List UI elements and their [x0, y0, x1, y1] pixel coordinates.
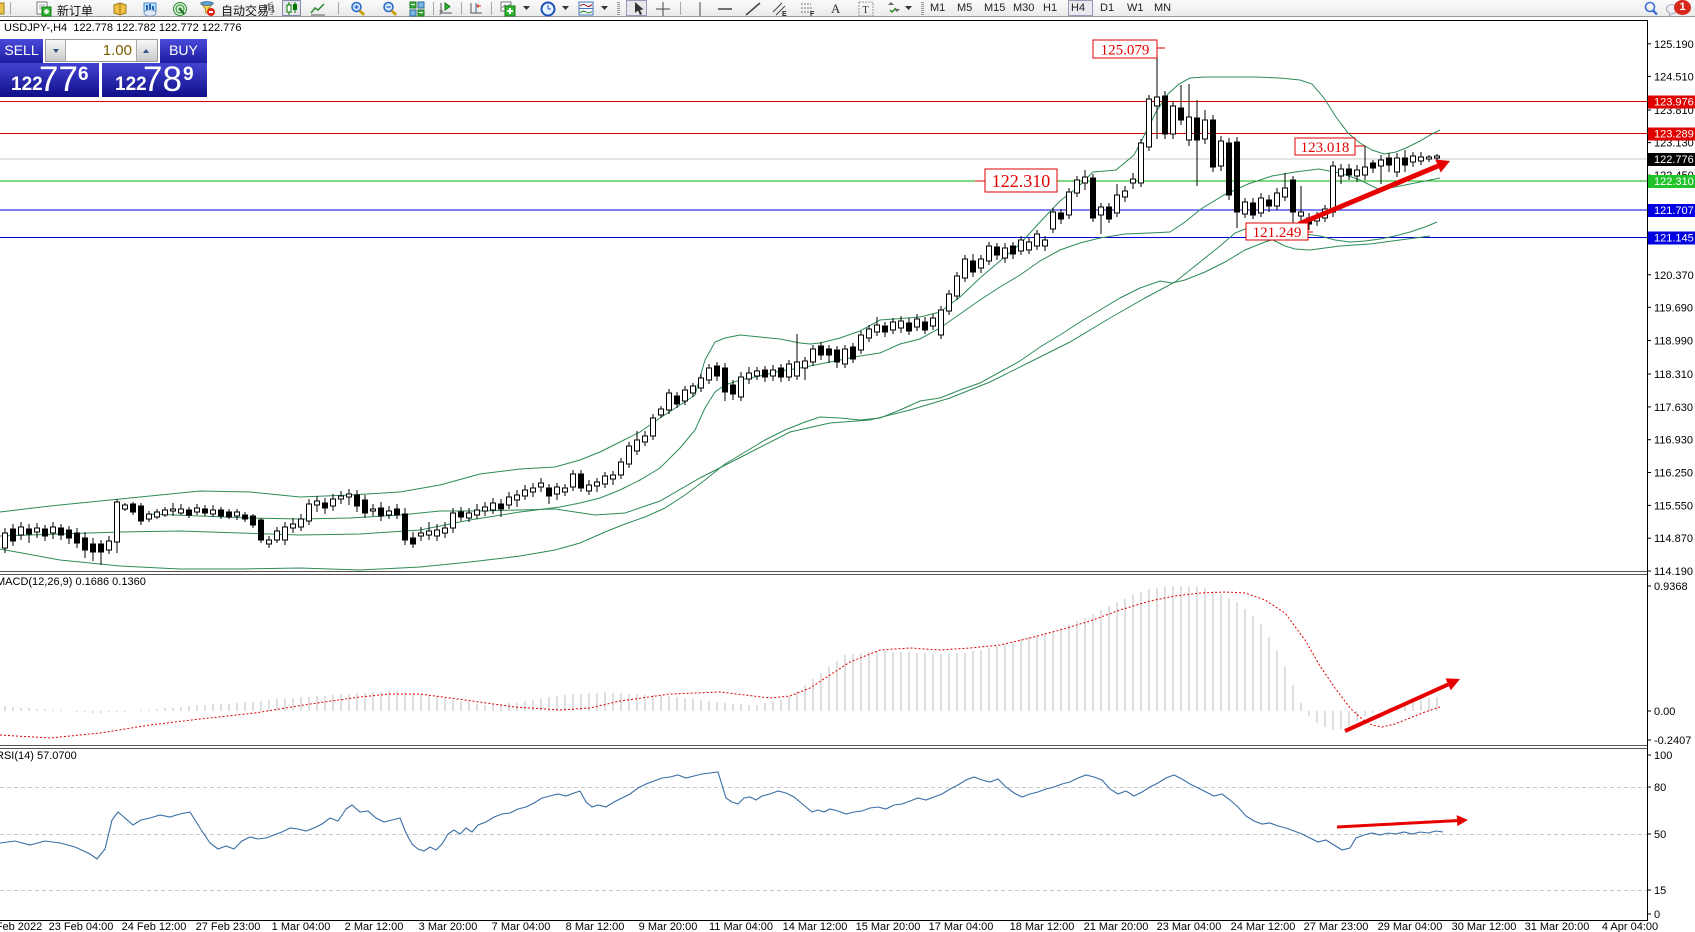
- svg-text:F: F: [810, 11, 815, 17]
- svg-text:123.018: 123.018: [1301, 140, 1350, 156]
- svg-text:7 Mar 04:00: 7 Mar 04:00: [492, 921, 551, 932]
- svg-text:115.550: 115.550: [1654, 500, 1693, 512]
- svg-text:114.190: 114.190: [1654, 566, 1693, 578]
- svg-text:29 Mar 04:00: 29 Mar 04:00: [1378, 921, 1443, 932]
- svg-text:125.190: 125.190: [1654, 39, 1694, 51]
- svg-text:15: 15: [1654, 885, 1666, 897]
- svg-text:119.690: 119.690: [1654, 302, 1693, 314]
- svg-text:123.289: 123.289: [1654, 129, 1694, 141]
- svg-text:122.310: 122.310: [992, 171, 1051, 191]
- svg-text:21 Mar 20:00: 21 Mar 20:00: [1084, 921, 1149, 932]
- svg-text:0: 0: [1654, 909, 1660, 921]
- svg-text:27 Feb 23:00: 27 Feb 23:00: [196, 921, 261, 932]
- svg-text:USDJPY-,H4 122.778 122.782 12: USDJPY-,H4 122.778 122.782 122.772 122.7…: [4, 22, 242, 34]
- svg-text:0.00: 0.00: [1654, 706, 1675, 718]
- svg-text:MACD(12,26,9) 0.1686 0.1360: MACD(12,26,9) 0.1686 0.1360: [0, 576, 146, 588]
- svg-text:RSI(14) 57.0700: RSI(14) 57.0700: [0, 750, 77, 762]
- svg-text:23 Feb 04:00: 23 Feb 04:00: [49, 921, 114, 932]
- svg-text:123.976: 123.976: [1654, 97, 1694, 109]
- svg-text:24 Mar 12:00: 24 Mar 12:00: [1231, 921, 1296, 932]
- svg-text:9 Mar 20:00: 9 Mar 20:00: [639, 921, 698, 932]
- svg-text:50: 50: [1654, 829, 1666, 841]
- svg-text:E: E: [782, 11, 787, 17]
- svg-text:0.9368: 0.9368: [1654, 581, 1688, 593]
- svg-text:3 Mar 20:00: 3 Mar 20:00: [419, 921, 478, 932]
- svg-text:122.776: 122.776: [1654, 154, 1694, 166]
- svg-text:24 Feb 12:00: 24 Feb 12:00: [122, 921, 187, 932]
- svg-text:23 Mar 04:00: 23 Mar 04:00: [1157, 921, 1222, 932]
- svg-text:15 Mar 20:00: 15 Mar 20:00: [856, 921, 921, 932]
- svg-text:116.250: 116.250: [1654, 468, 1693, 480]
- svg-text:121.249: 121.249: [1253, 225, 1302, 241]
- svg-text:4 Apr 04:00: 4 Apr 04:00: [1602, 921, 1658, 932]
- svg-text:30 Mar 12:00: 30 Mar 12:00: [1452, 921, 1517, 932]
- svg-text:116.930: 116.930: [1654, 435, 1693, 447]
- svg-text:Feb 2022: Feb 2022: [0, 921, 42, 932]
- svg-text:123.130: 123.130: [1654, 138, 1694, 150]
- svg-text:121.707: 121.707: [1654, 205, 1694, 217]
- svg-text:122.310: 122.310: [1654, 176, 1694, 188]
- svg-text:100: 100: [1654, 750, 1672, 762]
- svg-text:118.310: 118.310: [1654, 369, 1693, 381]
- svg-text:-0.2407: -0.2407: [1654, 735, 1691, 747]
- svg-text:80: 80: [1654, 782, 1666, 794]
- svg-text:124.510: 124.510: [1654, 71, 1694, 83]
- svg-text:T: T: [863, 5, 869, 16]
- svg-text:17 Mar 04:00: 17 Mar 04:00: [929, 921, 994, 932]
- svg-text:120.370: 120.370: [1654, 270, 1694, 282]
- svg-text:114.870: 114.870: [1654, 533, 1693, 545]
- svg-text:125.079: 125.079: [1101, 42, 1150, 58]
- svg-text:31 Mar 20:00: 31 Mar 20:00: [1525, 921, 1590, 932]
- svg-text:8 Mar 12:00: 8 Mar 12:00: [566, 921, 625, 932]
- svg-text:2 Mar 12:00: 2 Mar 12:00: [345, 921, 404, 932]
- svg-text:14 Mar 12:00: 14 Mar 12:00: [783, 921, 848, 932]
- svg-text:18 Mar 12:00: 18 Mar 12:00: [1010, 921, 1075, 932]
- svg-text:118.990: 118.990: [1654, 336, 1693, 348]
- svg-text:117.630: 117.630: [1654, 402, 1693, 414]
- svg-text:121.145: 121.145: [1654, 233, 1694, 245]
- svg-text:1 Mar 04:00: 1 Mar 04:00: [272, 921, 331, 932]
- svg-text:27 Mar 23:00: 27 Mar 23:00: [1304, 921, 1369, 932]
- svg-text:11 Mar 04:00: 11 Mar 04:00: [709, 921, 773, 932]
